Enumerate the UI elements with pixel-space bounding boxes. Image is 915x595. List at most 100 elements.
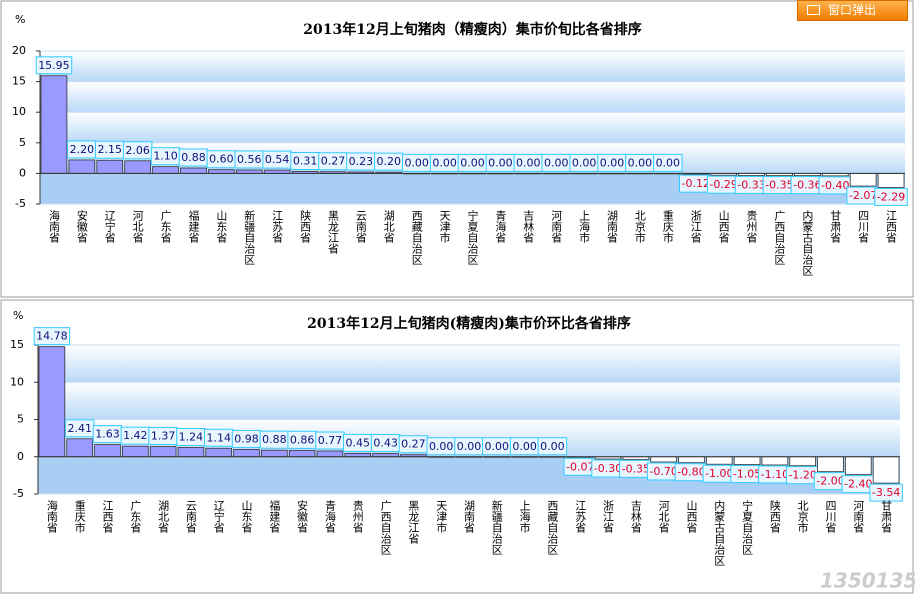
x-tick-label: 青海省 [323,500,336,534]
value-label: 0.86 [290,433,315,446]
x-tick-label: 山西省 [685,500,698,534]
x-tick-label: 重庆市 [73,499,86,534]
x-tick-label: 贵州省 [745,210,758,244]
value-label: 0.00 [600,156,625,169]
y-tick-label: 10 [10,375,24,388]
value-label: -0.29 [709,178,737,191]
popup-button[interactable]: 窗口弹出 [797,0,908,21]
x-tick-label: 江苏省 [574,500,587,534]
value-label: 0.88 [262,433,287,446]
value-label: -3.54 [872,486,900,499]
value-label: -0.35 [765,179,793,192]
value-label: 0.00 [404,156,429,169]
value-label: -0.07 [566,460,594,473]
bar [733,456,761,465]
plot-band [40,81,905,113]
bar [235,169,263,174]
bar [261,449,288,458]
bar [678,456,705,464]
value-label: 0.00 [628,156,653,169]
bar [844,456,872,476]
panel [0,299,914,594]
x-tick-label: 北京市 [633,210,646,244]
value-label-box [35,56,73,75]
x-tick-label: 河北省 [657,500,670,534]
bar [705,456,733,465]
y-tick-label: 5 [17,413,24,426]
value-label: 0.00 [432,156,457,169]
x-tick-label: 浙江省 [602,500,615,534]
value-label: 2.41 [67,422,92,435]
x-tick-label: 新疆自治区 [243,209,256,265]
x-tick-label: 广东省 [159,210,172,244]
value-label: 0.54 [265,153,290,166]
bar [68,159,96,174]
value-label: 2.06 [125,144,150,157]
bar [66,438,94,458]
value-label: -0.35 [622,462,650,475]
x-tick-label: 河北省 [131,210,144,244]
x-tick-label: 新疆自治区 [490,499,503,555]
x-tick-label: 福建省 [187,209,200,244]
y-tick-label: 5 [19,136,26,149]
value-label: -1.10 [761,468,789,481]
value-label: 0.56 [237,153,262,166]
y-tick-label: -5 [13,487,24,500]
value-label: 1.42 [123,429,148,442]
value-label: 0.31 [293,155,318,168]
watermark: 1350135 [820,569,915,593]
bar [152,166,179,174]
bar [208,169,235,174]
x-tick-label: 宁夏自治区 [741,499,754,555]
x-tick-label: 西藏自治区 [546,500,559,555]
value-label: 14.78 [36,330,68,343]
bar [149,446,177,458]
bar [316,450,344,458]
value-label: 1.37 [151,430,176,443]
x-tick-label: 上海市 [518,500,531,534]
value-label: -2.40 [844,478,872,491]
value-label: 0.00 [544,156,569,169]
x-tick-label: 广西自治区 [773,210,786,265]
value-label: 0.20 [377,155,402,168]
bar [180,167,207,174]
popup-label: 窗口弹出 [828,3,877,17]
plot-band [38,382,900,420]
value-label: 0.23 [349,155,374,168]
x-tick-label: 海南省 [45,499,58,534]
value-label-box [537,437,568,456]
value-label: 0.00 [540,440,565,453]
value-label: 0.45 [346,436,371,449]
bar [40,75,68,174]
value-label: 0.00 [429,440,454,453]
value-label: 1.63 [95,428,120,441]
plot-band [38,345,900,383]
value-label: 2.20 [70,143,95,156]
panel [0,0,914,298]
x-tick-label: 湖南省 [463,500,476,534]
y-tick-label: 20 [12,44,26,57]
value-label: 0.60 [209,153,234,166]
x-tick-label: 甘肃省 [829,210,842,244]
x-tick-label: 内蒙古自治区 [713,499,726,566]
y-tick-label: 10 [12,105,26,118]
y-tick-label: -5 [15,197,26,210]
value-label-box [653,153,683,172]
bar [96,159,124,174]
value-label: 0.00 [485,440,510,453]
y-tick-label: 0 [19,166,26,179]
bar [761,456,789,466]
bar [288,449,316,458]
chart-title: 2013年12月上旬猪肉(精瘦肉)集市价环比各省排序 [307,315,631,332]
x-tick-label: 江苏省 [271,210,284,244]
value-label: -2.07 [849,189,877,202]
value-label: 0.00 [457,440,482,453]
x-tick-label: 云南省 [184,500,197,534]
value-label: -0.70 [649,465,677,478]
x-tick-label: 甘肃省 [880,500,893,534]
x-tick-label: 青海省 [494,210,507,244]
value-label: -2.29 [877,190,905,203]
value-label: 0.00 [656,156,681,169]
